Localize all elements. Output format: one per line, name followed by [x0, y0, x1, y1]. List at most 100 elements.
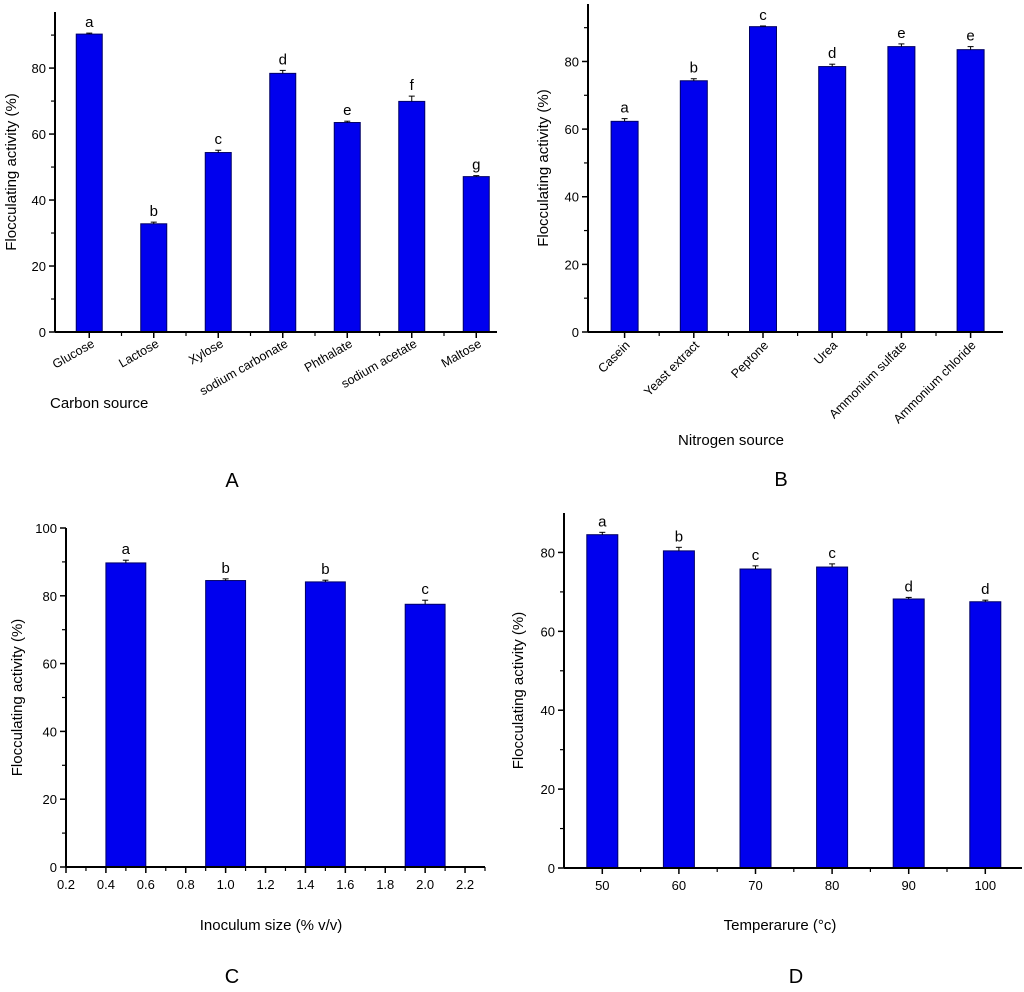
x-tick-label: 80 [825, 878, 839, 893]
panel-c-inoculum-size: a b b c 0.2 0.4 0.6 0.8 1.0 1.2 1.4 1.6 1.8 2.0 2.2 0 20… [9, 521, 486, 988]
bar [739, 568, 772, 869]
significance-label: d [279, 51, 287, 68]
y-axis-title: Flocculating activity (%) [510, 612, 527, 770]
x-category-label: Peptone [728, 338, 771, 381]
bar [204, 152, 232, 333]
y-tick-label: 80 [541, 545, 555, 560]
bar [333, 122, 361, 333]
bar [887, 46, 916, 333]
significance-label: c [421, 581, 429, 598]
bar [75, 33, 103, 333]
panel-label: A [225, 470, 239, 492]
y-tick-label: 40 [541, 703, 555, 718]
bar [269, 72, 297, 333]
y-tick-label: 20 [541, 782, 555, 797]
y-axis-title: Flocculating activity (%) [535, 89, 552, 247]
significance-label: b [150, 203, 158, 220]
x-tick-label: 1.6 [336, 877, 354, 892]
bar [679, 80, 708, 333]
panel-d-temperature: a 50 b 60 c 70 c 80 d 90 d 100 0 20 40 60 80 Flocculating… [510, 513, 1022, 988]
significance-label: d [905, 578, 913, 595]
x-tick-label: 70 [748, 878, 762, 893]
panel-label: B [774, 469, 787, 491]
x-category-label: Yeast extract [641, 338, 702, 399]
significance-label: c [828, 545, 836, 562]
x-category-label: Casein [595, 338, 632, 375]
x-category-label: Urea [811, 338, 840, 367]
x-tick-label: 1.4 [296, 877, 314, 892]
x-tick-label: 0.4 [97, 877, 115, 892]
bar [956, 49, 985, 333]
significance-label: d [981, 581, 989, 598]
significance-label: e [966, 28, 974, 45]
x-tick-label: 1.8 [376, 877, 394, 892]
significance-label: c [759, 7, 767, 24]
x-category-label: Maltose [439, 336, 484, 370]
x-tick-label: 0.6 [137, 877, 155, 892]
significance-label: a [85, 14, 94, 31]
significance-label: b [690, 60, 698, 77]
significance-label: b [321, 561, 329, 578]
significance-label: a [122, 541, 131, 558]
bar [462, 176, 490, 333]
bar [816, 566, 849, 869]
y-tick-label: 40 [43, 724, 57, 739]
bar [818, 66, 847, 333]
y-tick-label: 40 [565, 190, 579, 205]
significance-label: c [752, 547, 760, 564]
y-tick-label: 80 [32, 61, 46, 76]
significance-label: b [221, 560, 229, 577]
bar [398, 100, 426, 333]
x-tick-label: 0.8 [177, 877, 195, 892]
x-axis-title: Inoculum size (% v/v) [200, 917, 343, 934]
bar [969, 601, 1002, 869]
y-tick-label: 60 [32, 127, 46, 142]
y-tick-label: 60 [541, 624, 555, 639]
bar [304, 581, 346, 868]
y-tick-label: 20 [43, 792, 57, 807]
x-tick-label: 0.2 [57, 877, 75, 892]
x-tick-label: 100 [974, 878, 996, 893]
significance-label: e [897, 25, 905, 42]
significance-label: d [828, 45, 836, 62]
panel-label: C [225, 966, 239, 988]
x-tick-label: 60 [672, 878, 686, 893]
bar [749, 26, 777, 333]
y-tick-label: 20 [565, 257, 579, 272]
y-tick-label: 80 [565, 54, 579, 69]
x-tick-label: 1.2 [256, 877, 274, 892]
x-axis-title: Temperarure (°c) [724, 917, 837, 934]
x-category-label: Glucose [50, 336, 97, 371]
y-tick-label: 60 [565, 122, 579, 137]
x-tick-label: 2.2 [456, 877, 474, 892]
x-axis-title: Carbon source [50, 395, 148, 412]
y-tick-label: 60 [43, 657, 57, 672]
bar [610, 120, 639, 333]
x-tick-label: 90 [901, 878, 915, 893]
bar [105, 562, 147, 868]
y-axis-title: Flocculating activity (%) [9, 619, 26, 777]
x-category-label: Phthalate [302, 336, 355, 375]
significance-label: a [598, 513, 607, 530]
y-tick-label: 100 [35, 521, 57, 536]
x-tick-label: 2.0 [416, 877, 434, 892]
x-category-label: Lactose [116, 336, 161, 370]
significance-label: c [215, 131, 223, 148]
bar [892, 598, 925, 869]
bar [404, 603, 446, 868]
y-tick-label: 0 [39, 325, 46, 340]
y-tick-label: 0 [548, 861, 555, 876]
bar [662, 550, 695, 869]
y-tick-label: 80 [43, 589, 57, 604]
x-tick-label: 50 [595, 878, 609, 893]
significance-label: f [410, 77, 415, 94]
significance-label: b [675, 528, 683, 545]
x-category-label: Xylose [186, 336, 226, 367]
panel-label: D [789, 966, 803, 988]
y-tick-label: 20 [32, 259, 46, 274]
bar [586, 534, 619, 869]
bar [140, 223, 168, 333]
